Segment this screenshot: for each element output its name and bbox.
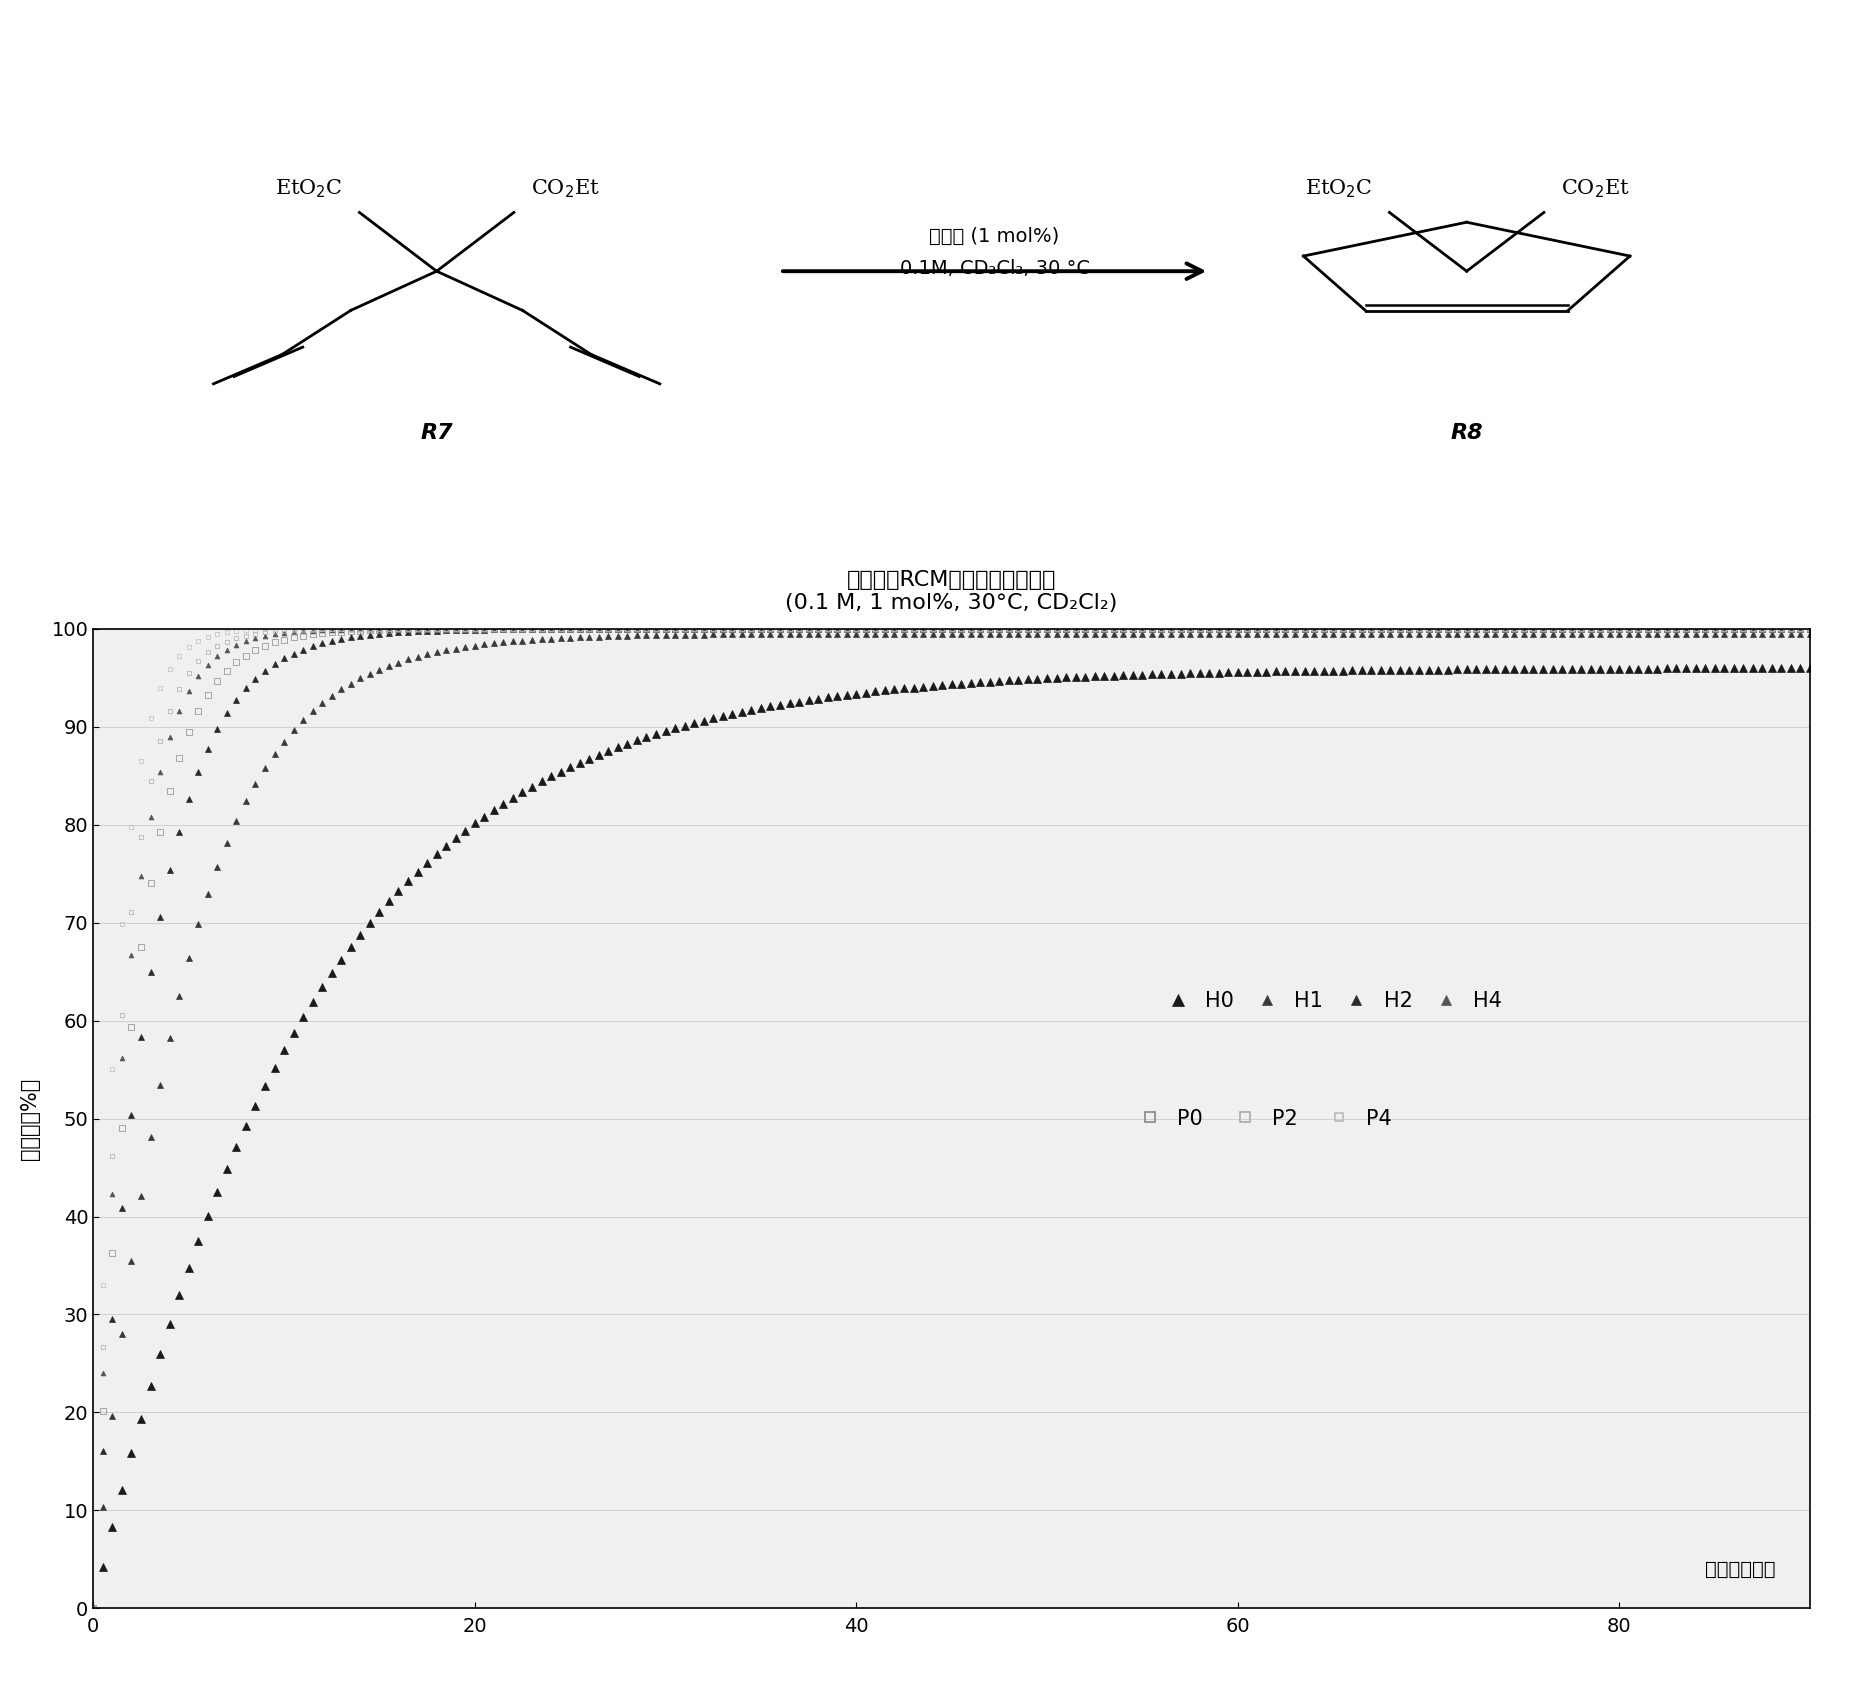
- Text: EtO$_2$C: EtO$_2$C: [1304, 178, 1372, 200]
- Title: 莱基系列RCM以形成二取代烯烃
(0.1 M, 1 mol%, 30°C, CD₂Cl₂): 莱基系列RCM以形成二取代烯烃 (0.1 M, 1 mol%, 30°C, CD…: [786, 571, 1118, 613]
- Text: R8: R8: [1450, 423, 1483, 444]
- Text: EtO$_2$C: EtO$_2$C: [274, 178, 341, 200]
- Text: 时间（分钟）: 时间（分钟）: [1706, 1559, 1776, 1580]
- Y-axis label: 转化率（%）: 转化率（%）: [21, 1077, 41, 1160]
- Text: 嫁化剂 (1 mol%): 嫁化剂 (1 mol%): [929, 227, 1060, 247]
- Legend: P0, P2, P4: P0, P2, P4: [1121, 1100, 1400, 1138]
- Text: R7: R7: [420, 423, 453, 444]
- Text: CO$_2$Et: CO$_2$Et: [532, 178, 599, 200]
- Text: 0.1M, CD₂Cl₂, 30 °C: 0.1M, CD₂Cl₂, 30 °C: [899, 259, 1090, 278]
- Text: CO$_2$Et: CO$_2$Et: [1562, 178, 1629, 200]
